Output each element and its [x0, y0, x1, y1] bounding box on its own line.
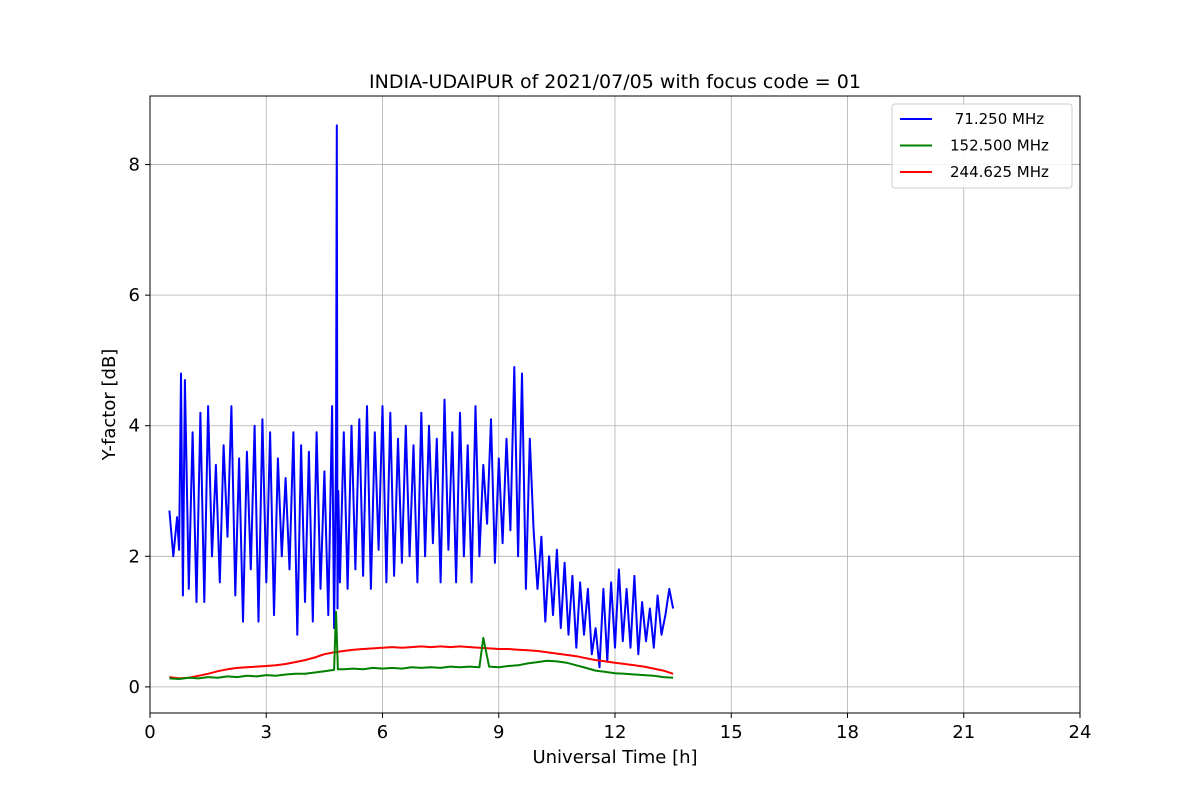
- legend-label: 71.250 MHz: [950, 110, 1044, 128]
- x-tick-label: 18: [836, 722, 859, 743]
- y-tick-label: 4: [129, 416, 140, 437]
- y-tick-label: 8: [129, 155, 140, 176]
- x-tick-label: 0: [144, 722, 155, 743]
- series-line-2: [169, 610, 674, 680]
- series-layer: [168, 124, 675, 680]
- x-axis: 0 3 6 9 12 15 18 21 24: [144, 713, 1091, 743]
- legend-label: 152.500 MHz: [950, 137, 1049, 155]
- y-tick-label: 2: [129, 546, 140, 567]
- x-tick-label: 21: [952, 722, 975, 743]
- y-tick-label: 6: [129, 285, 140, 306]
- x-tick-label: 15: [720, 722, 743, 743]
- y-axis: 0 2 4 6 8: [129, 155, 150, 698]
- x-tick-label: 6: [377, 722, 388, 743]
- x-tick-label: 24: [1069, 722, 1092, 743]
- series-line-3: [169, 645, 674, 680]
- y-axis-label: Y-factor [dB]: [99, 349, 120, 462]
- x-tick-label: 3: [261, 722, 272, 743]
- y-tick-label: 0: [129, 677, 140, 698]
- x-tick-label: 9: [493, 722, 504, 743]
- x-tick-label: 12: [604, 722, 627, 743]
- legend-box: [891, 103, 1073, 189]
- legend: 71.250 MHz 152.500 MHz 244.625 MHz: [891, 103, 1073, 189]
- series-line-1: [168, 124, 675, 669]
- legend-label: 244.625 MHz: [950, 163, 1049, 181]
- chart-title: INDIA-UDAIPUR of 2021/07/05 with focus c…: [369, 71, 861, 93]
- x-axis-label: Universal Time [h]: [532, 747, 697, 768]
